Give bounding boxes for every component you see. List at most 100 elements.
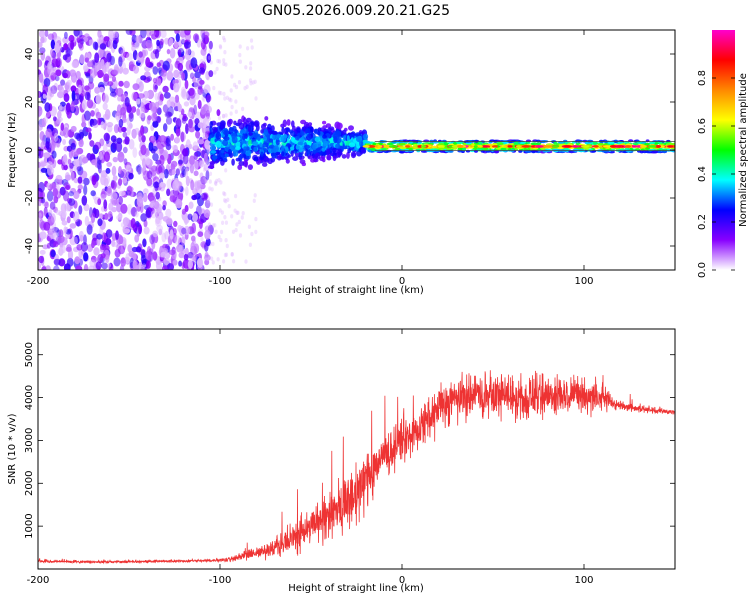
heatmap-cell [101,262,108,270]
colorbar-tick-label: 0.2 [697,214,708,230]
heatmap-cell [224,220,228,225]
heatmap-cell [213,223,217,228]
heatmap-cell [122,131,128,138]
heatmap-cell [131,34,138,43]
heatmap-cell [156,78,162,86]
heatmap-cell [90,67,97,79]
heatmap-cell [76,166,82,172]
heatmap-cell [203,31,210,38]
heatmap-cell [193,104,197,115]
heatmap-cell [305,128,311,135]
heatmap-cell [107,125,113,133]
heatmap-cell [131,44,136,52]
heatmap-cell [645,147,650,150]
heatmap-cell [312,143,317,151]
heatmap-cell [155,191,160,200]
heatmap-cell [45,265,51,270]
heatmap-cell [43,221,51,231]
heatmap-cell [285,146,289,154]
heatmap-cell [332,155,337,162]
heatmap-cell [184,168,189,179]
heatmap-cell [219,229,224,235]
heatmap-cell [148,141,154,152]
heatmap-cell [523,147,528,151]
heatmap-cell [196,257,204,268]
heatmap-cell [198,67,206,74]
colorbar-tick-label: 0.4 [697,166,708,182]
heatmap-cell [233,82,237,88]
heatmap-cell [57,159,63,165]
heatmap-cell [156,107,162,115]
heatmap-cell [38,90,41,98]
snr-y-tick-label: 4000 [24,385,35,410]
heatmap-cell [216,109,221,117]
heatmap-cell [78,205,83,215]
heatmap-cell [63,43,68,51]
heatmap-cell [97,218,103,227]
heatmap-cell [42,36,47,43]
heatmap-cell [169,48,176,59]
heatmap-cell [161,232,167,243]
heatmap-cell [155,215,161,225]
heatmap-cell [174,30,180,35]
heatmap-cell [208,186,212,191]
heatmap-cell [118,195,123,205]
heatmap-cell [203,36,209,45]
heatmap-cell [52,116,57,122]
heatmap-cell [348,125,354,131]
heatmap-cell [591,142,599,145]
heatmap-cell [38,255,44,264]
heatmap-cell [39,249,46,255]
heatmap-cell [234,109,238,114]
heatmap-cell [45,128,52,139]
heatmap-cell [148,101,156,111]
heatmap-cell [70,142,76,150]
heatmap-cell [298,153,303,158]
heatmap-cell [185,47,191,56]
heatmap-cell [170,163,176,171]
heatmap-cell [95,111,102,120]
heatmap-cell [631,145,637,148]
heatmap-cell [500,147,507,151]
heatmap-cell [151,112,158,122]
heatmap-cell [328,126,335,131]
heatmap-cell [134,127,140,135]
heatmap-cell [62,127,70,138]
heatmap-cell [162,205,166,211]
heatmap-cell [182,154,189,165]
heatmap-cell [224,199,228,204]
heatmap-cell [103,132,111,142]
heatmap-cell [240,215,244,220]
heatmap-cell [209,126,213,133]
heatmap-cell [233,120,237,126]
heatmap-cell [65,184,71,191]
heatmap-cell [295,135,300,141]
heatmap-cell [175,198,183,209]
heatmap-cell [83,252,89,262]
heatmap-cell [200,106,206,115]
heatmap-cell [145,250,152,261]
heatmap-cell [91,175,97,186]
heatmap-cell [264,116,269,121]
heatmap-cell [336,122,343,130]
heatmap-cell [253,193,257,198]
heatmap-cell [51,52,57,60]
heatmap-cell [183,225,190,236]
heatmap-cell [247,124,252,132]
colorbar-tick-label: 0.8 [697,70,708,86]
heatmap-cell [178,260,183,267]
heatmap-cell [301,162,306,167]
heatmap-cell [42,265,47,270]
heatmap-cell [223,215,227,220]
heatmap-cell [135,98,141,105]
heatmap-cell [125,253,130,263]
heatmap-cell [207,165,215,169]
heatmap-cell [105,167,111,174]
heatmap-cell [636,145,642,148]
heatmap-cell [219,157,223,162]
heatmap-cell [71,90,76,102]
heatmap-cell [197,159,205,165]
heatmap-cell [189,87,196,99]
heatmap-cell [93,247,100,256]
